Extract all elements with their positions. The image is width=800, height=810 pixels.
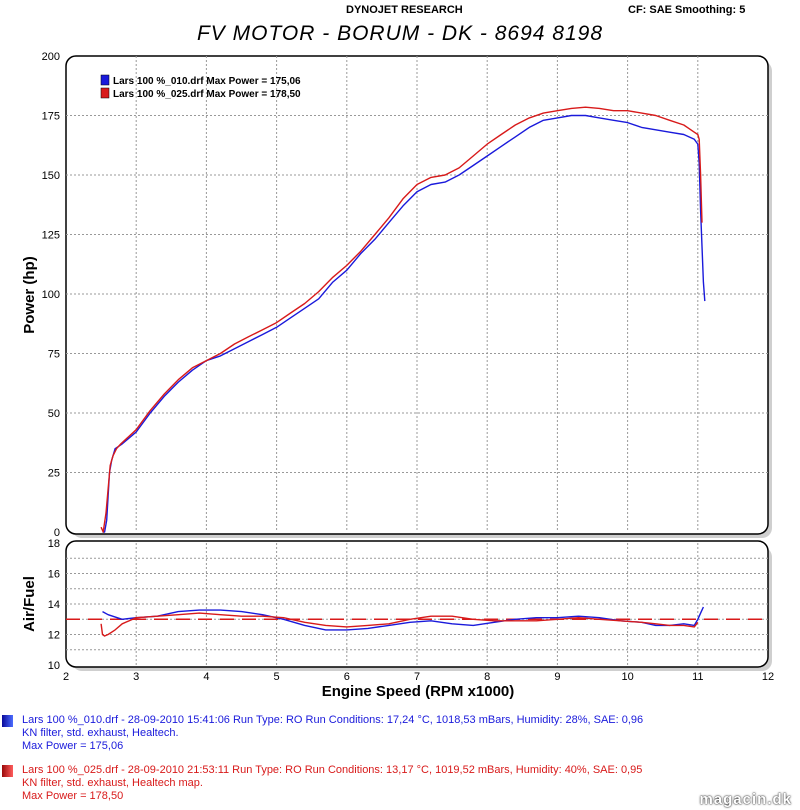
afr-tick-label: 12 <box>48 630 60 642</box>
power-tick-label: 200 <box>42 51 60 63</box>
rpm-tick-label: 6 <box>344 671 350 683</box>
legend-swatch <box>100 87 110 99</box>
power-series-run-2 <box>100 106 703 533</box>
power-axis-label: Power (hp) <box>21 256 38 334</box>
power-series-run-1 <box>102 114 706 533</box>
run-2-details: Lars 100 %_025.drf - 28-09-2010 21:53:11… <box>22 764 643 776</box>
afr-tick-label: 10 <box>48 660 60 672</box>
rpm-tick-label: 4 <box>203 671 209 683</box>
power-tick-label: 0 <box>54 527 60 539</box>
chart-title: FV MOTOR - BORUM - DK - 8694 8198 <box>196 22 604 45</box>
rpm-tick-label: 9 <box>554 671 560 683</box>
run-2-max-power: Max Power = 178,50 <box>22 790 124 802</box>
run-2-swatch <box>2 765 13 777</box>
run-1-notes: KN filter, std. exhaust, Healtech. <box>22 727 179 739</box>
legend-swatch <box>100 74 110 86</box>
power-tick-label: 125 <box>42 230 60 242</box>
run-1-swatch <box>2 715 13 727</box>
afr-series-run-1 <box>102 606 705 631</box>
rpm-tick-label: 12 <box>762 671 774 683</box>
correction-factor-info: CF: SAE Smoothing: 5 <box>628 4 746 16</box>
power-tick-label: 150 <box>42 170 60 182</box>
power-tick-label: 25 <box>48 468 60 480</box>
afr-tick-label: 14 <box>48 599 60 611</box>
afr-tick-label: 16 <box>48 569 60 581</box>
power-tick-label: 175 <box>42 111 60 123</box>
legend-entry: Lars 100 %_025.drf Max Power = 178,50 <box>113 89 301 100</box>
rpm-tick-label: 11 <box>692 671 703 683</box>
run-2-notes: KN filter, std. exhaust, Healtech map. <box>22 777 203 789</box>
afr-tick-label: 18 <box>48 538 60 550</box>
rpm-tick-label: 3 <box>133 671 139 683</box>
power-tick-label: 100 <box>42 289 60 301</box>
power-tick-label: 50 <box>48 408 60 420</box>
afr-axis-label: Air/Fuel <box>21 576 38 632</box>
run-1-max-power: Max Power = 175,06 <box>22 740 124 752</box>
legend-entry: Lars 100 %_010.drf Max Power = 175,06 <box>113 76 301 87</box>
watermark: magacin.dk <box>699 791 792 808</box>
power-plot-frame <box>65 55 769 535</box>
rpm-tick-label: 10 <box>621 671 633 683</box>
brand-label: DYNOJET RESEARCH <box>346 4 463 16</box>
run-1-details: Lars 100 %_010.drf - 28-09-2010 15:41:06… <box>22 714 644 726</box>
rpm-axis-label: Engine Speed (RPM x1000) <box>322 683 515 700</box>
power-tick-label: 75 <box>48 349 60 361</box>
rpm-tick-label: 8 <box>484 671 490 683</box>
rpm-tick-label: 5 <box>274 671 280 683</box>
rpm-tick-label: 2 <box>63 671 69 683</box>
rpm-tick-label: 7 <box>414 671 420 683</box>
dyno-chart: 2 3 4 5 6 7 8 9 10 11 12 0 25 50 75 100 125 150 175 200 10 12… <box>21 51 774 700</box>
afr-series-run-2 <box>100 612 699 637</box>
